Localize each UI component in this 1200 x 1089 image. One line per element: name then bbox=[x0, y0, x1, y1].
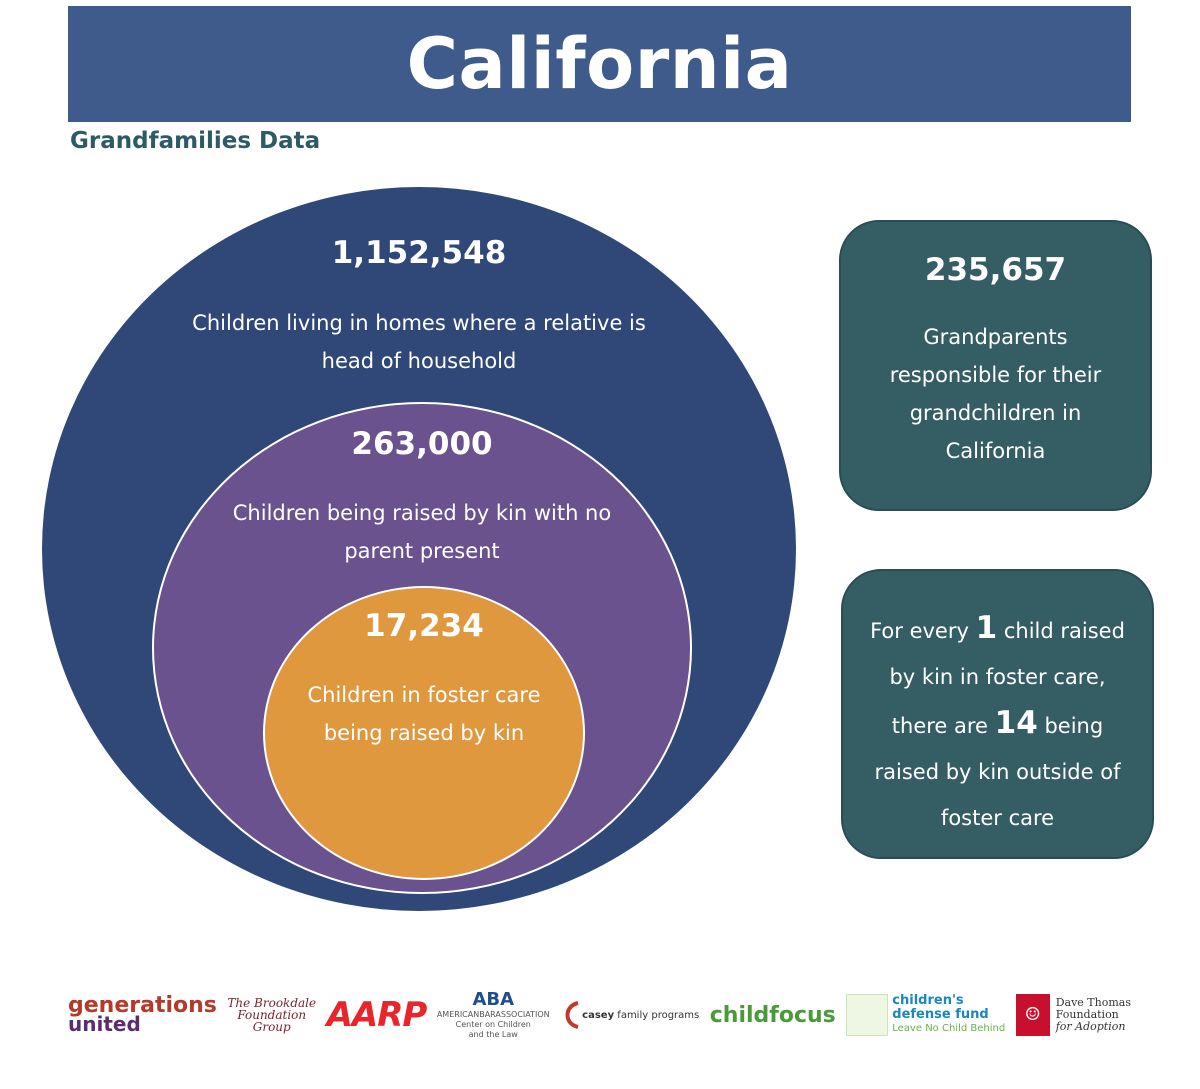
casey-family-programs-logo: casey family programs bbox=[560, 1000, 699, 1030]
grandparents-line-1: Grandparents bbox=[923, 325, 1068, 349]
grandparents-line-3: grandchildren in bbox=[909, 401, 1082, 425]
inner-description: Children in foster care being raised by … bbox=[265, 676, 583, 752]
outer-line-1: Children living in homes where a relativ… bbox=[192, 311, 646, 335]
dave-thomas-figure-icon: ☺ bbox=[1015, 994, 1050, 1036]
section-subtitle: Grandfamilies Data bbox=[70, 128, 321, 154]
aarp-logo: AARP bbox=[326, 995, 428, 1035]
grandparents-description: Grandparents responsible for their grand… bbox=[841, 318, 1150, 470]
middle-number: 263,000 bbox=[351, 426, 493, 462]
middle-line-1: Children being raised by kin with no bbox=[232, 501, 612, 525]
cdf-artwork-icon bbox=[846, 994, 889, 1036]
ratio-line-2: by kin in foster care, bbox=[889, 665, 1106, 689]
page-title: California bbox=[68, 6, 1131, 122]
generations-united-logo: generations united bbox=[68, 993, 217, 1036]
grandparents-line-4: California bbox=[945, 439, 1046, 463]
middle-description: Children being raised by kin with no par… bbox=[154, 494, 690, 570]
ratio-line-5: foster care bbox=[940, 806, 1055, 830]
grandparents-box: 235,657 Grandparents responsible for the… bbox=[839, 220, 1152, 511]
outer-number: 1,152,548 bbox=[331, 235, 507, 271]
outer-description: Children living in homes where a relativ… bbox=[42, 304, 796, 380]
ratio-line-3: there are 14 being bbox=[891, 705, 1104, 741]
brookdale-foundation-logo: The Brookdale Foundation Group bbox=[227, 996, 317, 1034]
inner-number: 17,234 bbox=[364, 608, 484, 644]
middle-line-2: parent present bbox=[344, 539, 500, 563]
casey-swoosh-icon bbox=[565, 1001, 579, 1029]
ratio-one-number: 1 bbox=[975, 610, 998, 646]
ratio-line-1: For every 1 child raised bbox=[870, 610, 1125, 646]
ratio-fourteen-number: 14 bbox=[994, 705, 1038, 741]
childrens-defense-fund-logo: children's defense fund Leave No Child Beh… bbox=[846, 994, 1005, 1036]
ratio-line-4: raised by kin outside of bbox=[874, 760, 1121, 784]
aba-logo: ABA AMERICANBARASSOCIATION Center on Child… bbox=[436, 989, 550, 1040]
inner-line-1: Children in foster care bbox=[307, 683, 541, 707]
ratio-box: For every 1 child raised by kin in foste… bbox=[841, 569, 1154, 859]
inner-circle: 17,234 Children in foster care being rai… bbox=[263, 586, 585, 880]
outer-line-2: head of household bbox=[321, 349, 517, 373]
grandparents-number: 235,657 bbox=[924, 252, 1067, 288]
inner-line-2: being raised by kin bbox=[323, 721, 525, 745]
childfocus-logo: childfocus bbox=[709, 1002, 836, 1028]
sponsor-logos: generations united The Brookdale Foundatio… bbox=[68, 985, 1131, 1045]
grandparents-line-2: responsible for their bbox=[889, 363, 1102, 387]
ratio-description: For every 1 child raised by kin in foste… bbox=[843, 605, 1152, 841]
dave-thomas-foundation-logo: ☺ Dave Thomas Foundation for Adoption bbox=[1015, 994, 1131, 1036]
